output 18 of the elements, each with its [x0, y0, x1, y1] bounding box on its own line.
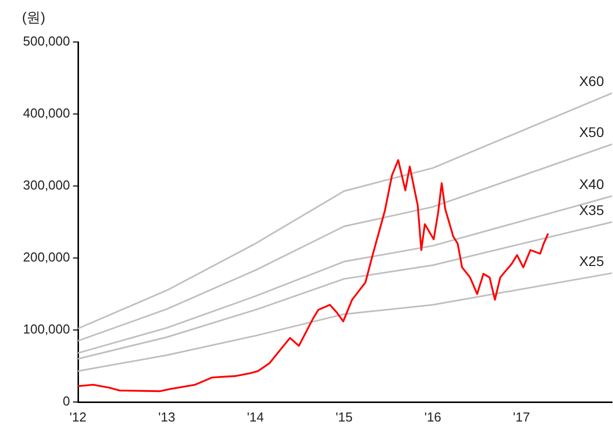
x-tick-label: '13: [158, 409, 176, 424]
series-label: X35: [579, 202, 604, 218]
y-tick-label: 0: [62, 394, 70, 409]
series-label: X60: [579, 72, 604, 89]
y-axis-title: (원): [22, 8, 46, 25]
series-label: X50: [579, 124, 604, 140]
x-tick-label: '17: [513, 409, 530, 424]
x-tick-label: '16: [424, 409, 442, 424]
y-tick-label: 100,000: [23, 322, 70, 337]
series-label: X25: [579, 252, 604, 269]
y-tick-label: 500,000: [23, 34, 70, 49]
y-tick-label: 300,000: [23, 178, 70, 193]
y-tick-label: 200,000: [23, 250, 70, 265]
x-tick-label: '12: [70, 409, 86, 424]
series-label: X40: [579, 176, 604, 192]
x-tick-label: '14: [246, 409, 264, 424]
x-tick-label: '15: [336, 409, 353, 424]
y-tick-label: 400,000: [23, 106, 70, 121]
